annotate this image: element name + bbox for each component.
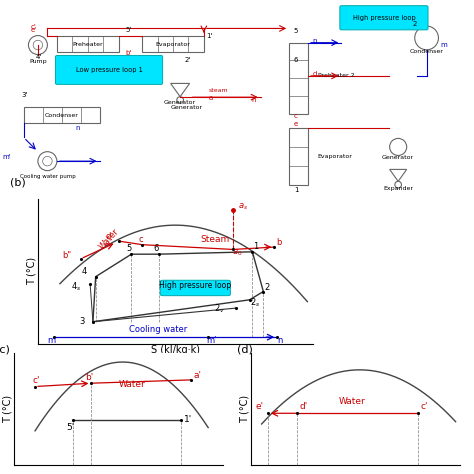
Text: e: e <box>294 120 298 127</box>
Text: c': c' <box>31 24 36 30</box>
Text: (c): (c) <box>0 344 10 354</box>
Text: 2': 2' <box>185 56 191 63</box>
Text: $a_s$: $a_s$ <box>238 201 248 212</box>
Text: $4_s$: $4_s$ <box>71 280 82 292</box>
Text: Generator: Generator <box>171 105 203 110</box>
FancyBboxPatch shape <box>340 6 428 30</box>
Text: Water: Water <box>97 227 120 251</box>
Text: Condenser: Condenser <box>45 113 79 118</box>
Y-axis label: T (°C): T (°C) <box>3 395 13 423</box>
Text: b': b' <box>126 49 132 55</box>
Text: Water: Water <box>118 380 145 389</box>
Text: m': m' <box>206 336 216 345</box>
Text: c': c' <box>420 402 428 411</box>
Text: Steam: Steam <box>200 235 229 244</box>
Text: 2: 2 <box>264 283 270 292</box>
Text: Pump: Pump <box>29 59 47 64</box>
Text: 3: 3 <box>79 317 84 326</box>
Text: 6: 6 <box>154 244 159 253</box>
Text: n: n <box>76 125 80 131</box>
Text: Expander: Expander <box>383 186 413 191</box>
Text: b: b <box>276 237 281 246</box>
Bar <box>57 36 118 52</box>
Text: Evaporator: Evaporator <box>318 154 353 159</box>
Text: c: c <box>139 235 143 244</box>
Text: Generator: Generator <box>382 155 414 160</box>
Text: (d): (d) <box>237 344 253 354</box>
FancyBboxPatch shape <box>160 280 230 296</box>
Text: (b): (b) <box>10 177 26 187</box>
Text: High pressure loop: High pressure loop <box>159 281 231 290</box>
FancyBboxPatch shape <box>55 55 163 84</box>
Text: n: n <box>277 336 283 345</box>
Text: m: m <box>441 42 447 48</box>
Text: Condenser: Condenser <box>410 49 444 54</box>
Text: Water: Water <box>339 397 365 406</box>
Text: Low pressure loop 1: Low pressure loop 1 <box>76 67 142 73</box>
Text: 6: 6 <box>294 56 298 63</box>
Text: m: m <box>47 336 56 345</box>
Text: 1: 1 <box>254 242 259 251</box>
Y-axis label: T (°C): T (°C) <box>27 257 36 285</box>
Text: 1': 1' <box>206 33 212 39</box>
Text: $2_v$: $2_v$ <box>214 303 225 315</box>
Text: b': b' <box>85 373 93 382</box>
Text: a: a <box>209 94 213 100</box>
Text: 5: 5 <box>294 28 298 34</box>
Text: e': e' <box>31 27 37 33</box>
Bar <box>24 107 100 123</box>
Text: d: d <box>105 232 111 241</box>
Text: $2_s$: $2_s$ <box>250 297 260 309</box>
Text: Preheater 2: Preheater 2 <box>318 73 354 78</box>
Bar <box>289 43 308 114</box>
Text: n: n <box>313 37 317 44</box>
Bar <box>289 128 308 185</box>
Text: Generator: Generator <box>164 100 196 105</box>
Text: Preheater: Preheater <box>73 42 103 46</box>
Text: Evaporator: Evaporator <box>155 42 191 46</box>
Text: e': e' <box>255 402 264 411</box>
Text: 5': 5' <box>66 423 75 432</box>
Text: b": b" <box>62 251 72 260</box>
Text: a': a' <box>193 371 201 380</box>
Text: d': d' <box>299 402 308 411</box>
Text: Cooling water: Cooling water <box>128 325 187 334</box>
Text: 4': 4' <box>36 54 42 60</box>
Text: c': c' <box>33 376 40 385</box>
Text: 2: 2 <box>412 21 417 27</box>
Text: 1': 1' <box>184 415 192 424</box>
Text: 3': 3' <box>21 92 27 98</box>
Text: steam: steam <box>209 89 228 93</box>
Text: $a_0$: $a_0$ <box>232 247 243 258</box>
X-axis label: S (kJ/kg·k): S (kJ/kg·k) <box>151 345 200 355</box>
Text: d: d <box>313 71 317 77</box>
Text: 4: 4 <box>82 267 87 276</box>
Text: High pressure loop: High pressure loop <box>353 15 415 21</box>
Y-axis label: T (°C): T (°C) <box>240 395 250 423</box>
Text: 5': 5' <box>126 27 132 33</box>
Text: c: c <box>294 113 298 119</box>
Text: Cooling water pump: Cooling water pump <box>19 174 75 179</box>
Text: 5: 5 <box>126 244 131 253</box>
Text: m': m' <box>2 154 11 160</box>
Bar <box>142 36 204 52</box>
Text: 1: 1 <box>294 187 298 193</box>
Text: h: h <box>251 97 255 103</box>
